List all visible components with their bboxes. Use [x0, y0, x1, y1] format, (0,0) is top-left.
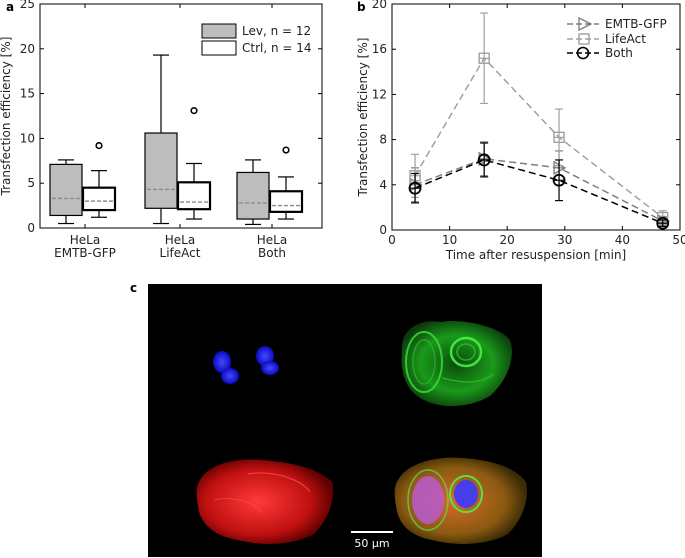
box-body: [176, 181, 212, 211]
box-ctrl: [268, 146, 304, 220]
outlier-point: [95, 141, 103, 150]
x-tick-label: 30: [557, 233, 572, 247]
legend-label-emtb: EMTB-GFP: [605, 17, 667, 31]
data-point: [408, 181, 422, 195]
panel-b-label: b: [357, 0, 366, 14]
box-lev: [144, 54, 178, 225]
x-tick-label: HeLa: [165, 233, 195, 247]
panel-b-legend: EMTB-GFP LifeAct Both: [567, 16, 667, 60]
x-tick-label: HeLa: [70, 233, 100, 247]
data-point: [552, 173, 566, 187]
panel-c: c: [130, 281, 542, 557]
series-both: [408, 142, 670, 230]
series-line: [414, 158, 664, 222]
legend-marker-both: [576, 46, 590, 60]
legend-marker-lifeact: [578, 33, 590, 45]
y-tick-label: 20: [372, 0, 387, 11]
y-tick-label: 4: [379, 178, 387, 192]
box-body: [236, 171, 270, 220]
merge-channel: [394, 457, 528, 544]
box-lev: [49, 159, 83, 225]
y-tick-label: 12: [372, 87, 387, 101]
x-tick-label: HeLa: [257, 233, 287, 247]
outlier-point: [190, 107, 198, 115]
panel-a-y-ticks: 0 5 10 15 20 25: [20, 0, 322, 235]
panel-a-legend: Lev, n = 12 Ctrl, n = 14: [201, 23, 312, 56]
panel-b-ylabel: Transfection efficiency [%]: [356, 38, 370, 198]
panel-a-axes-frame: [39, 3, 323, 229]
series-line: [414, 159, 664, 224]
box-body: [49, 163, 83, 217]
scale-bar-label: 50 µm: [354, 537, 389, 550]
box-ctrl: [81, 141, 117, 218]
y-tick-label: 5: [27, 176, 35, 190]
data-point: [553, 131, 565, 144]
data-point: [477, 153, 491, 167]
x-tick-label: 10: [442, 233, 457, 247]
box-ctrl: [176, 107, 212, 220]
x-tick-label: Both: [258, 246, 286, 260]
y-tick-label: 0: [379, 223, 387, 237]
panel-b: b 0 4 8 12 16 20 0 10 20 30 40 50 Transfection eff…: [356, 0, 685, 262]
x-tick-label: 20: [500, 233, 515, 247]
legend-label-both: Both: [605, 46, 633, 60]
x-tick-label: LifeAct: [160, 246, 201, 260]
legend-swatch-lev: [201, 23, 237, 39]
box-body: [268, 190, 304, 213]
legend-swatch-ctrl: [201, 40, 237, 56]
scale-bar: 50 µm: [351, 531, 393, 550]
y-tick-label: 0: [27, 221, 35, 235]
panel-a-boxes: [49, 54, 304, 226]
x-tick-label: EMTB-GFP: [54, 246, 116, 260]
panel-c-label: c: [130, 281, 137, 295]
data-point: [656, 216, 670, 230]
data-point: [478, 52, 490, 64]
panel-a-ylabel: Transfection efficiency [%]: [0, 37, 13, 197]
panel-b-y-ticks: 0 4 8 12 16 20: [372, 0, 680, 237]
panel-b-axes-frame: [391, 3, 681, 231]
legend-label-lev: Lev, n = 12: [242, 24, 311, 38]
legend-label-lifeact: LifeAct: [605, 32, 646, 46]
legend-label-ctrl: Ctrl, n = 14: [242, 41, 312, 55]
series-line: [414, 57, 664, 219]
panel-b-xlabel: Time after resuspension [min]: [445, 248, 627, 262]
panel-b-series: [408, 12, 671, 230]
y-tick-label: 15: [20, 87, 35, 101]
x-tick-label: 40: [615, 233, 630, 247]
x-tick-label: 0: [388, 233, 396, 247]
actin-channel: [196, 459, 334, 544]
box-body: [81, 186, 117, 212]
x-tick-label: 50: [672, 233, 685, 247]
y-tick-label: 25: [20, 0, 35, 11]
series-emtb-gfp: [409, 141, 671, 229]
panel-a-label: a: [6, 0, 14, 14]
y-tick-label: 20: [20, 42, 35, 56]
y-tick-label: 16: [372, 42, 387, 56]
microtubule-channel: [401, 320, 512, 407]
y-tick-label: 10: [20, 131, 35, 145]
legend-marker-emtb: [578, 16, 593, 32]
nuclei-channel: [213, 346, 279, 384]
outlier-point: [282, 146, 290, 154]
box-body: [144, 132, 178, 209]
y-tick-label: 8: [379, 133, 387, 147]
panel-b-x-ticks: 0 10 20 30 40 50: [388, 4, 685, 247]
box-lev: [236, 159, 270, 226]
